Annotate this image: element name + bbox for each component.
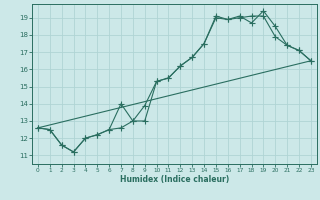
X-axis label: Humidex (Indice chaleur): Humidex (Indice chaleur) xyxy=(120,175,229,184)
